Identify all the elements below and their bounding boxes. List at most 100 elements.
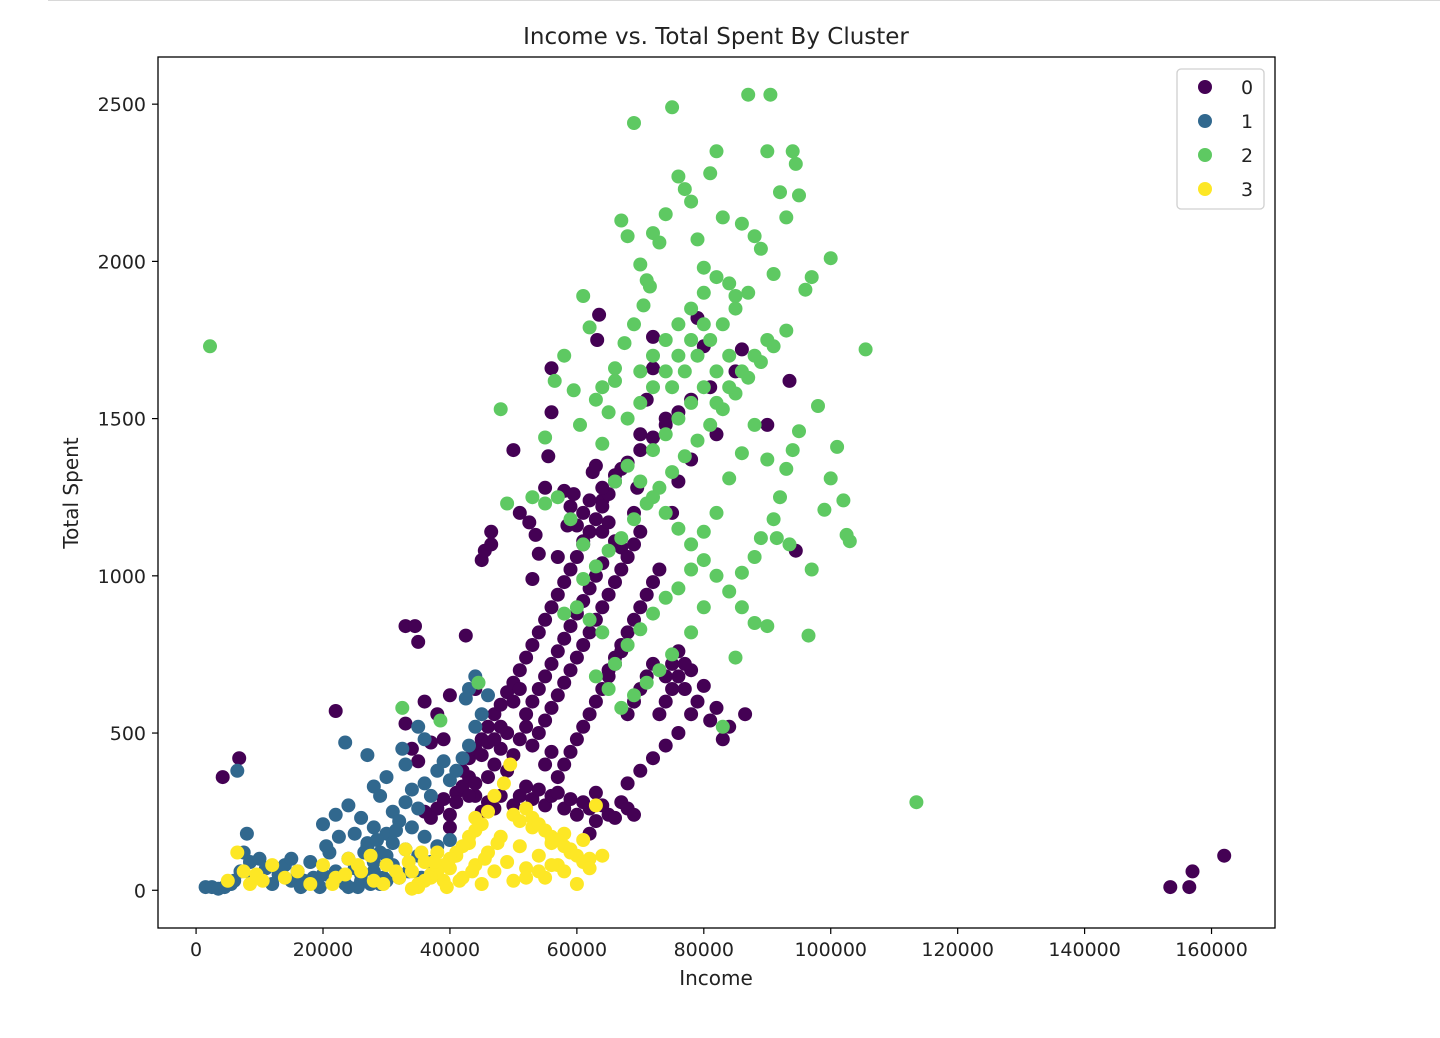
data-point	[360, 748, 375, 763]
data-point	[531, 625, 546, 640]
data-point	[760, 452, 775, 467]
data-point	[817, 502, 832, 517]
data-point	[715, 210, 730, 225]
data-point	[316, 858, 330, 873]
data-point	[608, 474, 622, 489]
x-tick-label: 120000	[921, 939, 994, 961]
data-point	[512, 505, 527, 520]
data-point	[531, 864, 546, 879]
data-point	[658, 207, 673, 222]
data-point	[557, 575, 572, 590]
data-point	[608, 373, 622, 388]
data-point	[785, 443, 800, 458]
data-point	[747, 348, 762, 363]
data-point	[458, 691, 473, 706]
data-point	[588, 814, 603, 829]
data-point	[557, 757, 572, 772]
points-layer	[198, 87, 1232, 896]
data-point	[544, 858, 559, 873]
data-point	[325, 877, 340, 891]
plot-frame	[157, 56, 1276, 929]
data-point	[671, 411, 686, 426]
data-point	[341, 880, 356, 895]
data-point	[703, 333, 718, 347]
data-point	[633, 524, 648, 539]
x-axis: 0 20000 40000 60000 80000 100000 120000 140000 1…	[190, 928, 1248, 961]
data-point	[215, 770, 230, 785]
data-point	[569, 732, 584, 747]
series-0	[215, 307, 1232, 895]
y-axis: 0 500 1000 1500 2000 2500	[98, 94, 158, 902]
data-point	[563, 744, 578, 759]
data-point	[595, 625, 610, 640]
data-point	[284, 851, 299, 866]
data-point	[541, 449, 556, 464]
data-point	[658, 738, 673, 753]
data-point	[665, 647, 680, 662]
data-point	[769, 531, 784, 546]
data-point	[652, 707, 667, 722]
data-point	[588, 392, 603, 407]
x-tick-label: 60000	[547, 939, 607, 961]
data-point	[569, 550, 584, 564]
data-point	[566, 487, 581, 502]
data-point	[696, 285, 711, 300]
data-point	[538, 757, 553, 772]
data-point	[398, 795, 413, 810]
legend-label: 3	[1241, 179, 1253, 201]
data-point	[468, 776, 483, 791]
data-point	[627, 807, 641, 822]
data-point	[696, 524, 711, 539]
data-point	[442, 833, 457, 847]
data-point	[411, 801, 426, 816]
data-point	[753, 241, 768, 256]
data-point	[404, 782, 419, 797]
data-point	[842, 534, 857, 549]
data-point	[442, 688, 457, 703]
data-point	[557, 864, 572, 879]
data-point	[538, 480, 553, 495]
data-point	[760, 333, 775, 347]
data-point	[608, 361, 622, 376]
data-point	[646, 361, 660, 376]
data-point	[1163, 880, 1178, 895]
data-point	[525, 694, 540, 709]
data-point	[319, 839, 334, 854]
data-point	[547, 373, 562, 388]
data-point	[484, 524, 499, 539]
data-point	[490, 836, 505, 851]
data-point	[646, 430, 660, 445]
data-point	[741, 285, 756, 300]
data-point	[512, 682, 527, 696]
data-point	[550, 644, 565, 659]
data-point	[404, 741, 419, 756]
data-point	[703, 713, 718, 728]
data-point	[427, 855, 442, 869]
data-point	[773, 490, 787, 505]
data-point	[519, 650, 534, 665]
data-point	[544, 656, 559, 671]
data-point	[658, 694, 673, 709]
data-point	[557, 606, 572, 621]
data-point	[595, 848, 610, 863]
data-point	[512, 814, 527, 829]
data-point	[468, 719, 483, 734]
x-tick-label: 160000	[1175, 939, 1248, 961]
y-axis-title: Total Spent	[59, 437, 83, 549]
data-point	[620, 458, 635, 473]
data-point	[303, 877, 318, 891]
data-point	[566, 383, 581, 398]
data-point	[506, 694, 521, 709]
data-point	[550, 688, 565, 703]
top-divider	[48, 0, 1440, 1]
data-point	[350, 858, 365, 873]
legend-marker	[1198, 148, 1212, 162]
data-point	[620, 550, 635, 564]
data-point	[792, 424, 806, 439]
data-point	[557, 631, 572, 646]
data-point	[665, 465, 680, 480]
data-point	[477, 851, 492, 866]
data-point	[328, 807, 343, 822]
data-point	[671, 669, 686, 684]
data-point	[582, 493, 597, 508]
